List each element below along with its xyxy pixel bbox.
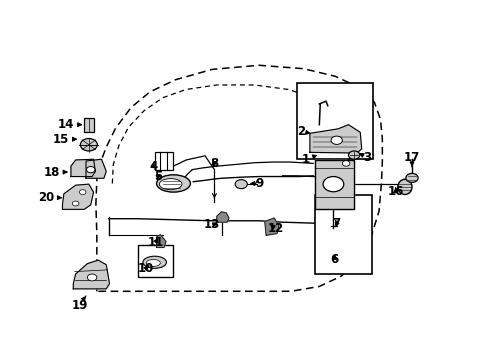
Circle shape	[79, 190, 86, 194]
Text: 15: 15	[52, 133, 76, 146]
Text: 4: 4	[149, 160, 157, 173]
Polygon shape	[315, 160, 354, 210]
Ellipse shape	[146, 260, 160, 266]
Text: 9: 9	[251, 177, 263, 190]
Text: 7: 7	[333, 217, 341, 230]
Ellipse shape	[159, 179, 182, 190]
Text: 20: 20	[38, 191, 61, 204]
Polygon shape	[217, 212, 229, 222]
Ellipse shape	[398, 179, 412, 194]
Ellipse shape	[143, 256, 167, 268]
Text: 11: 11	[147, 236, 164, 249]
Circle shape	[343, 161, 350, 166]
Bar	[315, 194, 372, 274]
Text: 6: 6	[330, 253, 339, 266]
Circle shape	[235, 180, 247, 189]
Circle shape	[331, 136, 343, 144]
Polygon shape	[63, 184, 94, 210]
Circle shape	[87, 274, 97, 281]
Circle shape	[80, 139, 98, 151]
Bar	[297, 83, 373, 159]
Text: 13: 13	[204, 219, 220, 231]
Text: 10: 10	[138, 262, 154, 275]
Bar	[84, 118, 95, 132]
Text: 18: 18	[44, 166, 67, 179]
Text: 16: 16	[387, 185, 404, 198]
Text: 8: 8	[210, 157, 219, 170]
Bar	[155, 152, 172, 170]
Polygon shape	[157, 235, 166, 247]
Polygon shape	[74, 260, 110, 289]
Bar	[138, 245, 173, 278]
Text: 12: 12	[268, 222, 284, 235]
Text: 3: 3	[360, 151, 371, 164]
Text: 5: 5	[154, 170, 162, 183]
Text: 14: 14	[58, 118, 81, 131]
Polygon shape	[71, 159, 96, 176]
Text: 19: 19	[71, 296, 88, 312]
Circle shape	[348, 151, 360, 159]
Circle shape	[406, 174, 418, 183]
Circle shape	[323, 176, 344, 192]
Circle shape	[73, 201, 79, 206]
Text: 17: 17	[404, 151, 420, 167]
Ellipse shape	[157, 175, 191, 192]
Polygon shape	[265, 218, 279, 235]
Polygon shape	[86, 159, 106, 178]
Polygon shape	[310, 125, 362, 153]
Circle shape	[86, 167, 95, 173]
Text: 1: 1	[302, 153, 317, 166]
Text: 2: 2	[297, 125, 310, 138]
